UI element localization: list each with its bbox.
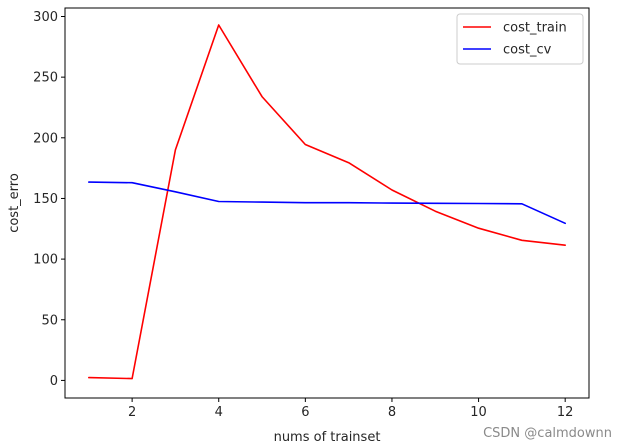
legend-label-cost-train: cost_train [503, 21, 567, 36]
x-axis-ticks: 2 4 6 8 10 12 [128, 398, 573, 420]
series-line-cost-train [88, 24, 567, 380]
x-tick-label: 12 [557, 405, 574, 420]
x-tick-label: 2 [128, 405, 136, 420]
y-axis-label: cost_erro [7, 173, 22, 233]
x-tick-label: 8 [388, 405, 396, 420]
y-tick-label: 250 [33, 71, 58, 86]
series-line-cost-cv [88, 181, 567, 225]
x-axis-label: nums of trainset [274, 430, 381, 445]
x-tick-label: 6 [301, 405, 309, 420]
watermark-text: CSDN @calmdownn [483, 426, 612, 441]
plot-frame [64, 7, 590, 399]
y-axis-ticks: 0 50 100 150 200 250 300 [33, 10, 65, 389]
x-tick-label: 4 [215, 405, 223, 420]
y-tick-label: 300 [33, 10, 58, 25]
legend-label-cost-cv: cost_cv [503, 43, 552, 58]
y-tick-label: 100 [33, 253, 58, 268]
y-tick-label: 0 [50, 374, 58, 389]
x-tick-label: 10 [470, 405, 487, 420]
series-layer [88, 24, 567, 380]
legend: cost_train cost_cv [456, 13, 584, 65]
y-tick-label: 50 [41, 313, 58, 328]
y-tick-label: 150 [33, 192, 58, 207]
y-tick-label: 200 [33, 131, 58, 146]
